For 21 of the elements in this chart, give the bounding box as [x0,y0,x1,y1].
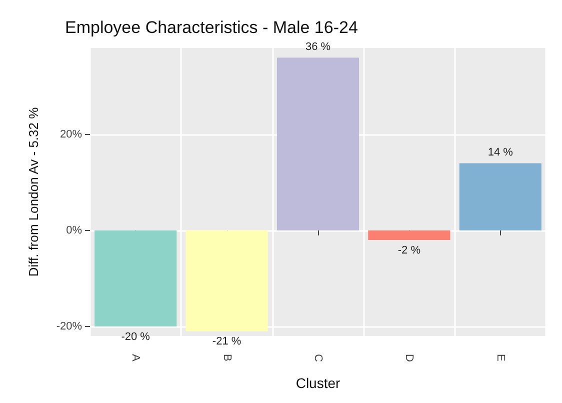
data-label: -20 % [121,330,150,343]
y-tick-label: -20% [56,320,82,332]
chart-title: Employee Characteristics - Male 16-24 [65,18,358,37]
x-axis-title: Cluster [296,375,341,391]
bar [276,58,360,230]
bar [94,230,177,326]
bar [459,163,542,230]
y-axis-title: Diff. from London Av - 5.32 % [26,106,41,277]
data-label: 36 % [305,41,331,54]
x-tick-label: B [220,354,233,362]
bar [368,230,450,240]
bar [186,230,268,332]
x-tick-label: C [312,354,324,362]
data-label: -2 % [398,244,421,256]
x-tick-label: A [130,354,142,362]
data-label: -21 % [212,336,242,348]
y-tick-label: 20% [60,128,82,140]
data-label: 14 % [488,146,514,159]
x-tick-label: E [494,354,506,362]
y-tick-label: 0% [66,224,82,236]
x-tick-label: D [403,354,416,362]
